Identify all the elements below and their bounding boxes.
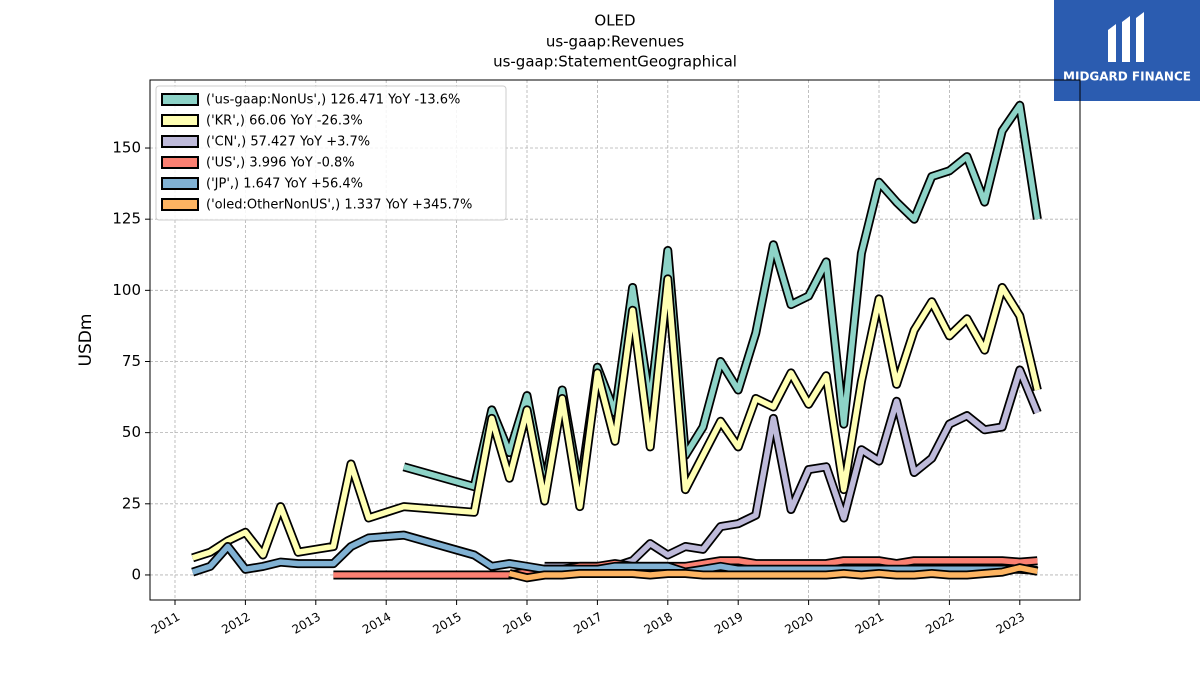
legend-label: ('CN',) 57.427 YoY +3.7% — [206, 135, 370, 150]
line — [191, 532, 1038, 575]
y-tick-label: 125 — [112, 210, 141, 228]
legend-swatch — [161, 93, 199, 106]
plot-frame — [149, 79, 1081, 601]
legend-swatch — [161, 156, 199, 169]
chart-subtitle: us-gaap:Revenues — [546, 33, 685, 51]
y-axis-label: USDm — [76, 314, 96, 367]
legend: ('us-gaap:NonUs',) 126.471 YoY -13.6% ('K… — [155, 85, 507, 221]
logo: MIDGARD FINANCE — [1054, 0, 1200, 101]
legend-swatch — [161, 177, 199, 190]
legend-swatch — [161, 135, 199, 148]
logo-icon — [1108, 12, 1144, 62]
legend-label: ('US',) 3.996 YoY -0.8% — [206, 156, 355, 171]
y-tick-label: 150 — [112, 139, 141, 157]
legend-label: ('oled:OtherNonUS',) 1.337 YoY +345.7% — [206, 198, 472, 213]
chart-subtitle: us-gaap:StatementGeographical — [493, 53, 737, 71]
y-tick-label: 100 — [112, 281, 141, 299]
series-line — [508, 563, 1039, 583]
y-tick-label: 0 — [131, 565, 141, 583]
series-line — [191, 530, 1038, 577]
legend-swatch — [161, 198, 199, 211]
y-tick-label: 75 — [122, 352, 141, 370]
legend-label: ('KR',) 66.06 YoY -26.3% — [206, 114, 363, 129]
legend-box — [155, 85, 507, 221]
series-line — [191, 274, 1042, 563]
logo-text: MIDGARD FINANCE — [1063, 70, 1191, 84]
chart-title: OLED — [594, 12, 635, 30]
legend-label: ('us-gaap:NonUs',) 126.471 YoY -13.6% — [206, 93, 460, 108]
y-tick-label: 50 — [122, 423, 141, 441]
legend-swatch — [161, 114, 199, 127]
line — [191, 276, 1041, 561]
line — [508, 565, 1038, 581]
y-tick-label: 25 — [122, 494, 141, 512]
legend-label: ('JP',) 1.647 YoY +56.4% — [206, 177, 363, 192]
